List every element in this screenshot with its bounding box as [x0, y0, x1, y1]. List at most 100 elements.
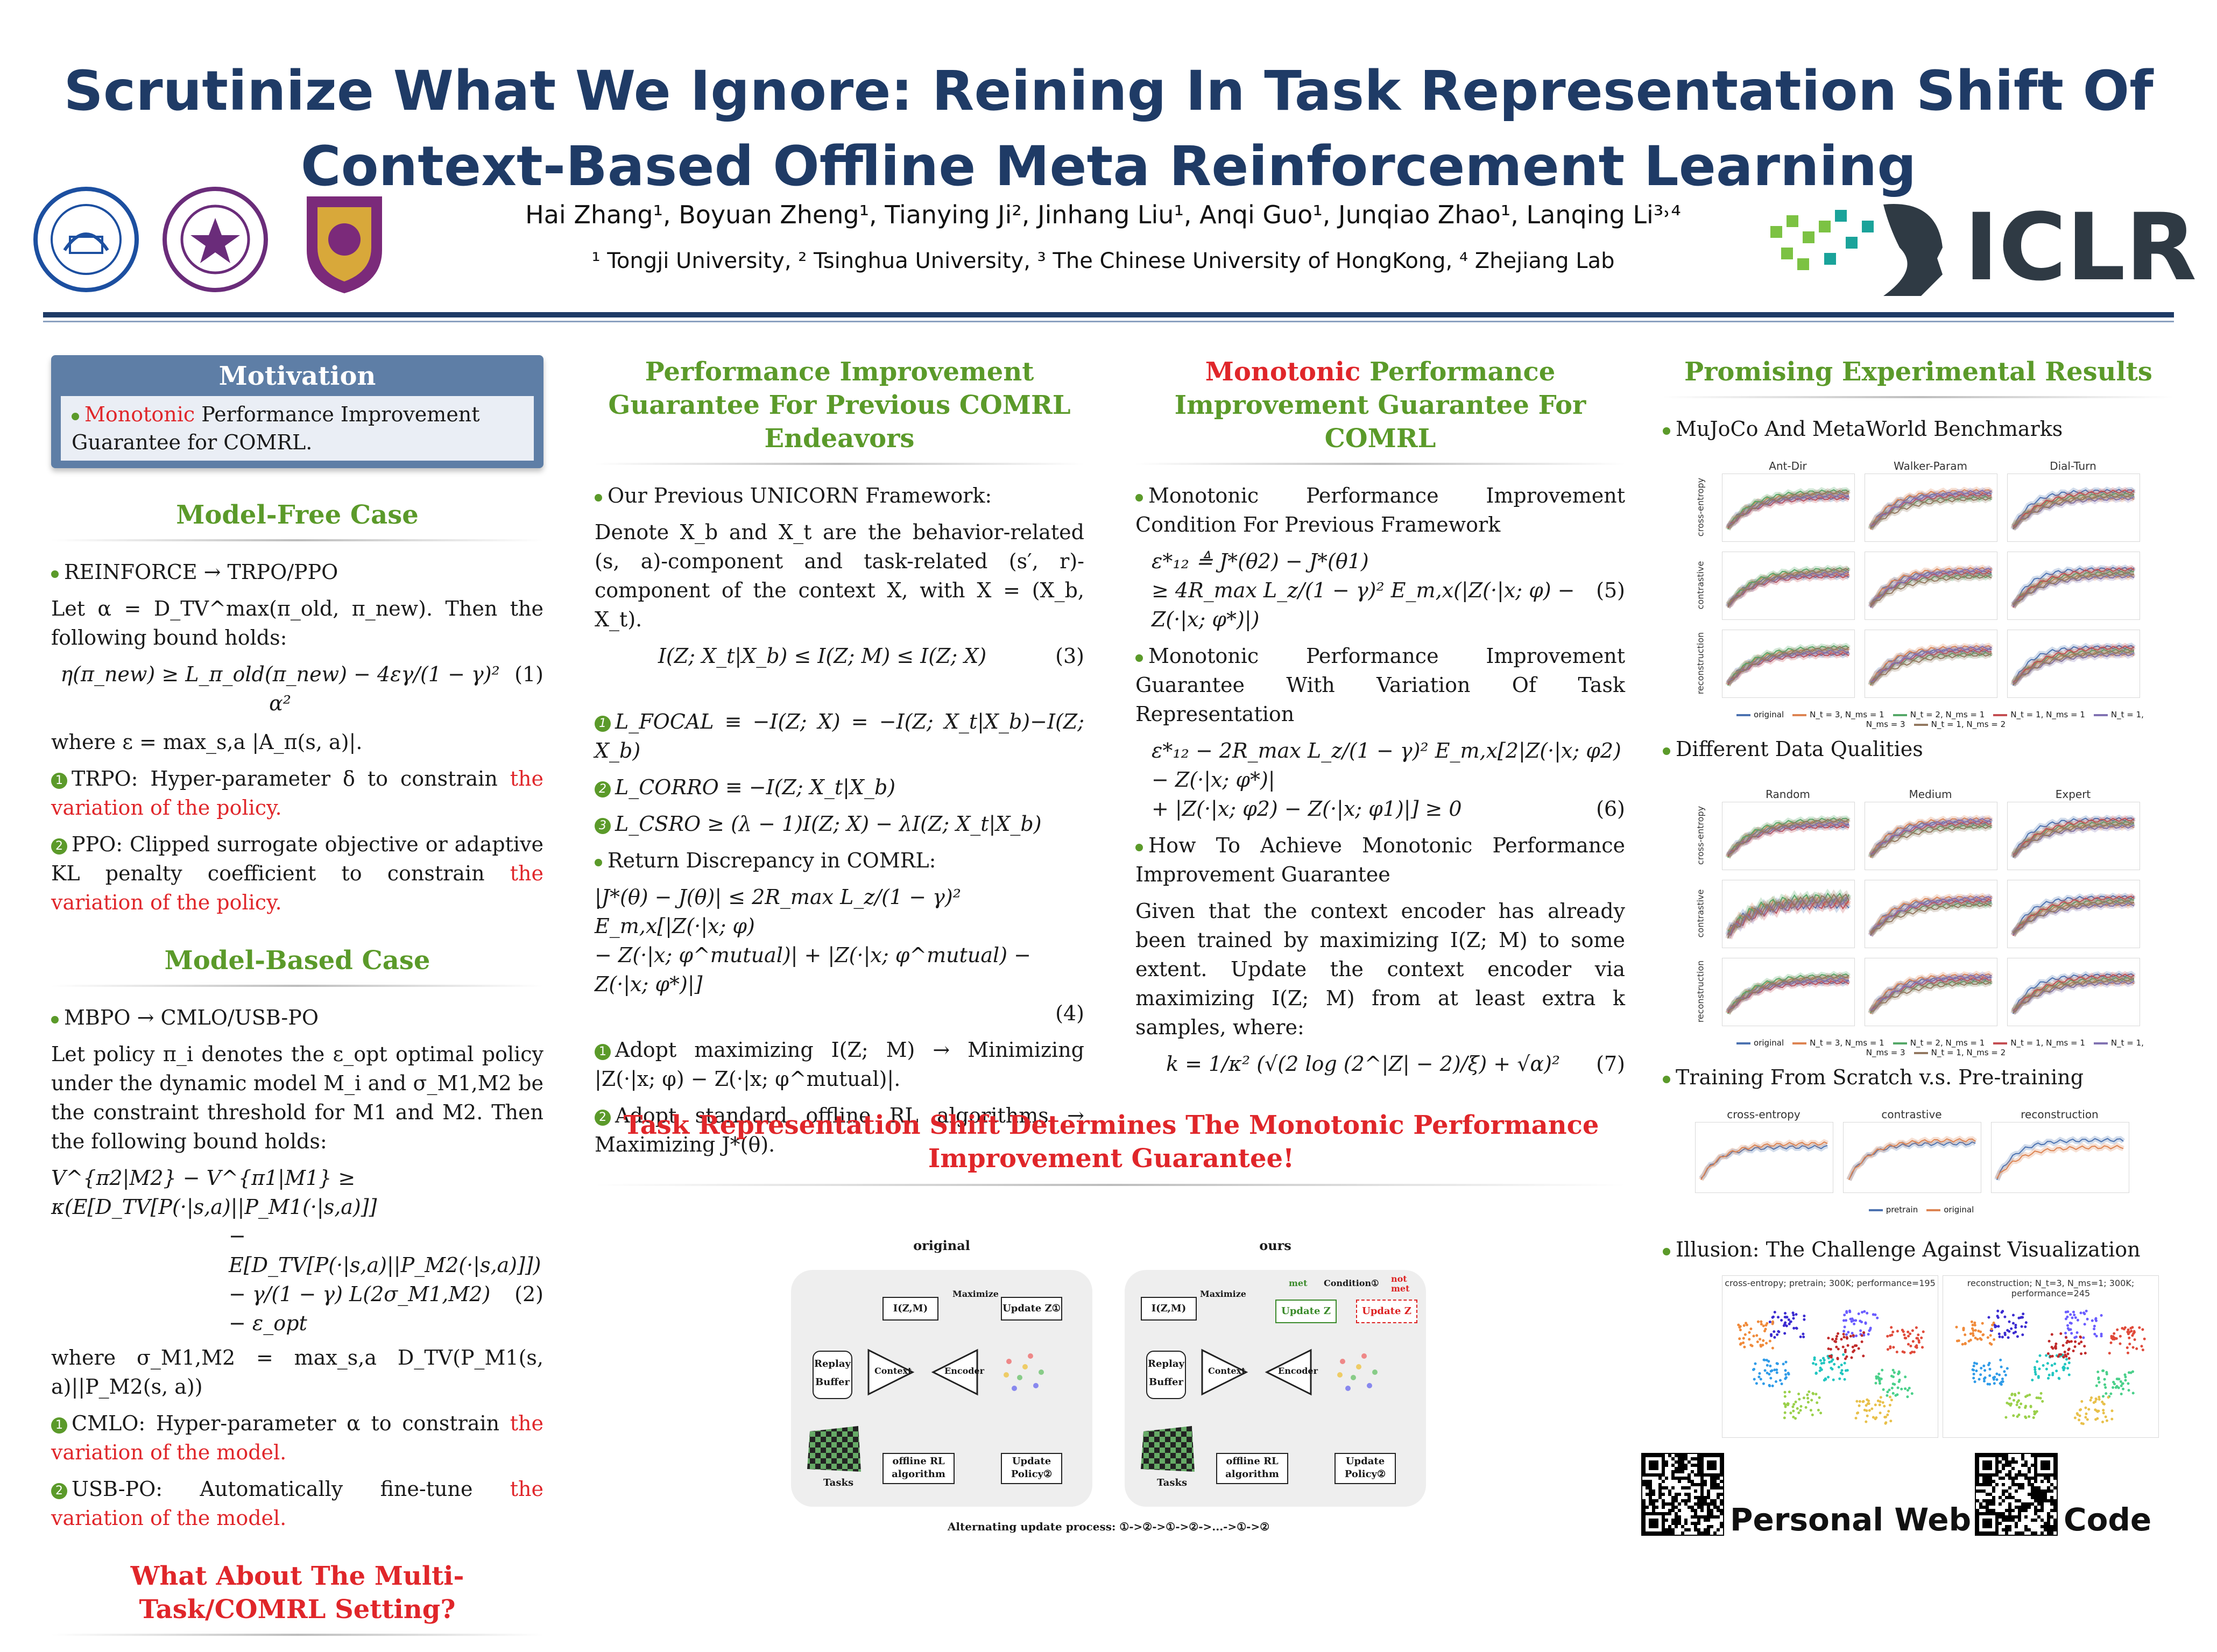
legend-label: N_t = 2, N_ms = 1 — [1910, 710, 1985, 719]
legend-label: N_t = 3, N_ms = 1 — [1810, 710, 1884, 719]
bullet-icon — [1663, 747, 1670, 755]
equation-3-tag: (3) — [1055, 644, 1084, 668]
learning-curve-plot — [1843, 1122, 1981, 1193]
col2-bullet2: Return Discrepancy in COMRL: — [595, 846, 1084, 875]
number-2-icon: 2 — [51, 838, 67, 855]
question-title: What About The Multi-Task/COMRL Setting? — [130, 1561, 464, 1625]
motivation-red: Monotonic — [84, 403, 195, 426]
diagram-ours-title: ours — [1259, 1238, 1291, 1253]
tsne-left-title: cross-entropy; pretrain; 300K; performan… — [1725, 1278, 1936, 1288]
mf-text1: Let α = D_TV^max(π_old, π_new). Then the… — [51, 597, 543, 649]
csro-text: L_CSRO ≥ (λ − 1)I(Z; X) − λI(Z; X_t|X_b) — [615, 812, 1042, 836]
divider — [51, 539, 543, 541]
learning-curve-plot — [1865, 630, 1997, 698]
learning-curve-plot — [2007, 630, 2140, 698]
equation-7: k = 1/κ² (√(2 log (2^|Z| − 2)/ξ) + √α)² (… — [1135, 1049, 1625, 1078]
node-encoder: Encoder — [1278, 1366, 1318, 1376]
plot-column-title: contrastive — [1881, 1108, 1942, 1121]
learning-curve-plot — [1722, 958, 1855, 1026]
learning-curve-svg — [1725, 815, 1851, 859]
learning-curve-plot — [1722, 880, 1855, 948]
col4-title: Promising Experimental Results — [1684, 357, 2152, 387]
plot-row-title: reconstruction — [1695, 960, 1706, 1022]
plot-column-title: cross-entropy — [1727, 1108, 1801, 1121]
col4-b4-text: Illusion: The Challenge Against Visualiz… — [1676, 1238, 2141, 1261]
motivation-title: Motivation — [218, 361, 376, 391]
learning-curve-svg — [1868, 486, 1994, 531]
equation-2-line3: − γ/(1 − γ) L(2σ_M1,M2) − ε_opt — [229, 1282, 491, 1335]
learning-curve-svg — [2010, 642, 2136, 687]
checker-tasks-icon — [1138, 1421, 1197, 1477]
plot-legend: original N_t = 3, N_ms = 1 N_t = 2, N_ms =… — [1722, 710, 2150, 729]
equation-1-tag: (1) — [514, 662, 543, 686]
equation-5-line1: ε*₁₂ ≜ J*(θ2) − J*(θ1) — [1152, 549, 1369, 573]
personal-web-link[interactable]: Personal Web — [1730, 1501, 1972, 1538]
node-offline-rl: offline RL algorithm — [1216, 1453, 1288, 1484]
bullet-icon — [51, 1015, 59, 1023]
usbpo-red: the variation of the model. — [51, 1477, 543, 1530]
bullet-icon — [51, 570, 59, 578]
bullet-icon — [1663, 1075, 1670, 1083]
qr-code-code[interactable] — [1975, 1453, 2058, 1536]
divider — [1663, 396, 2174, 398]
learning-curve-svg — [1868, 970, 1994, 1015]
col4-b1-text: MuJoCo And MetaWorld Benchmarks — [1676, 417, 2063, 441]
learning-curve-svg — [1868, 815, 1994, 859]
legend-swatch — [1893, 1042, 1907, 1044]
col4-b2: Different Data Qualities — [1663, 737, 1923, 761]
legend-label: N_t = 3, N_ms = 1 — [1810, 1038, 1884, 1048]
code-link[interactable]: Code — [2064, 1501, 2152, 1538]
legend-label: N_t = 1, N_ms = 1 — [2010, 1038, 2085, 1048]
col4-b3-text: Training From Scratch v.s. Pre-training — [1676, 1065, 2084, 1089]
number-2-icon: 2 — [595, 781, 611, 797]
authors: Hai Zhang¹, Boyuan Zheng¹, Tianying Ji²,… — [525, 200, 1681, 229]
col4-b1: MuJoCo And MetaWorld Benchmarks — [1663, 414, 2174, 443]
learning-curve-plot — [2007, 802, 2140, 870]
plot-row-title: reconstruction — [1695, 632, 1706, 694]
col2-bullet1: Our Previous UNICORN Framework: — [595, 481, 1084, 510]
plot-column-title: Expert — [2055, 788, 2091, 801]
col2-step1: 1 Adopt maximizing I(Z; M) → Minimizing |… — [595, 1035, 1084, 1093]
learning-curve-plot — [2007, 552, 2140, 620]
diagram-original-title: original — [913, 1238, 970, 1253]
mf-item-ppo: 2 PPO: Clipped surrogate objective or ada… — [51, 830, 543, 917]
learning-curve-svg — [1868, 893, 1994, 937]
learning-curve-plot — [1722, 802, 1855, 870]
legend-swatch — [1792, 1042, 1807, 1044]
learning-curve-svg — [1846, 1135, 1978, 1181]
number-3-icon: 3 — [595, 817, 611, 834]
legend-swatch — [1993, 1042, 2008, 1044]
bullet-icon — [1135, 843, 1143, 851]
node-izm: I(Z,M) — [882, 1297, 938, 1321]
divider — [595, 1184, 1625, 1186]
affiliations: ¹ Tongji University, ² Tsinghua Universi… — [591, 249, 1615, 273]
equation-6: ε*₁₂ − 2R_max L_z/(1 − γ)² E_m,x[2|Z(·|x… — [1135, 736, 1625, 823]
col2-bullet1-text: Our Previous UNICORN Framework: — [608, 484, 992, 507]
learning-curve-plot — [1722, 552, 1855, 620]
learning-curve-svg — [1725, 971, 1851, 1015]
bullet-icon — [1135, 493, 1143, 502]
col3-title-rest: Performance Improvement Guarantee For CO… — [1174, 357, 1586, 454]
motivation-text: Monotonic Performance Improvement Guaran… — [61, 396, 534, 461]
tsne-left-plot: cross-entropy; pretrain; 300K; performan… — [1722, 1275, 1938, 1438]
equation-3-body: I(Z; X_t|X_b) ≤ I(Z; M) ≤ I(Z; X) — [658, 644, 987, 668]
equation-2-line1: V^{π2|M2} − V^{π1|M1} ≥ κ(E[D_TV[P(·|s,a… — [51, 1166, 377, 1219]
col3-bullet3-text: How To Achieve Monotonic Performance Imp… — [1135, 834, 1625, 886]
plot-row-title: contrastive — [1695, 561, 1706, 609]
motivation-rest: Performance Improvement Guarantee for CO… — [72, 403, 480, 454]
legend-swatch — [1736, 714, 1751, 716]
node-update-z-red: Update Z — [1356, 1300, 1417, 1323]
col4-b3: Training From Scratch v.s. Pre-training — [1663, 1065, 2084, 1089]
learning-curve-plot — [1865, 552, 1997, 620]
node-maximize: Maximize — [1200, 1289, 1246, 1299]
number-1-icon: 1 — [51, 772, 67, 789]
bullet-icon — [1663, 427, 1670, 435]
col3-text1: Given that the context encoder has alrea… — [1135, 899, 1625, 1039]
qr-code-personal-web[interactable] — [1641, 1453, 1724, 1536]
encoder-triangle-icon — [1265, 1348, 1313, 1399]
legend-label: N_t = 1, N_ms = 1 — [2010, 710, 2085, 719]
legend-swatch — [1926, 1209, 1941, 1211]
col3-bullet1: Monotonic Performance Improvement Condit… — [1135, 481, 1625, 539]
plot-column-title: Random — [1766, 788, 1810, 801]
number-1-icon: 1 — [51, 1417, 67, 1434]
